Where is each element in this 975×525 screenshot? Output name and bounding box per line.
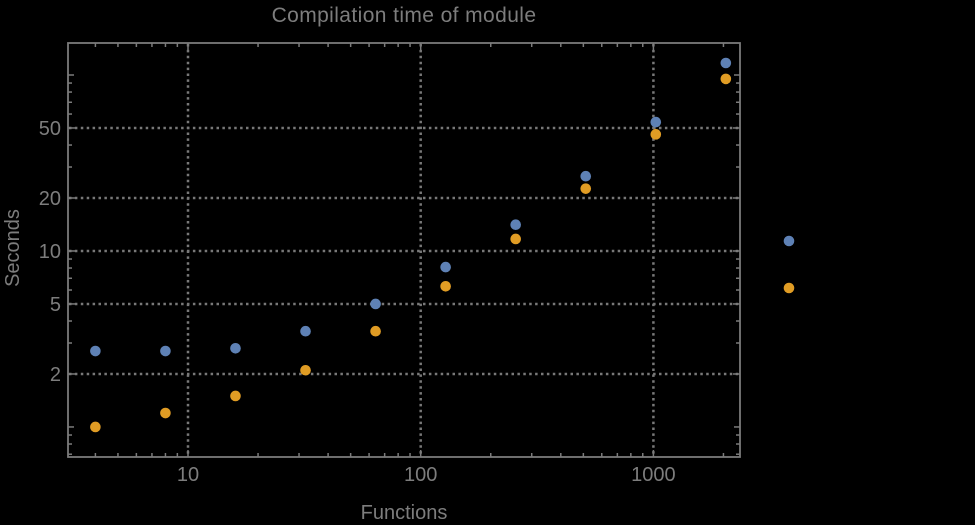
blue-series-marker [783,235,795,247]
axis-ticks [68,43,740,457]
data-point-orange [580,183,592,194]
y-tick-label: 5 [50,294,61,316]
data-point-blue [580,170,592,182]
data-point-blue [650,116,662,128]
data-point-orange [370,325,381,337]
data-point-orange [300,364,311,376]
tick-labels: 10 100 1000 2 5 10 20 50 [39,118,676,486]
data-point-blue [300,325,311,337]
gridlines [69,44,739,456]
x-tick-label: 10 [177,464,199,486]
y-tick-label: 20 [39,188,61,210]
y-tick-label: 50 [39,118,61,140]
series-blue [90,57,732,357]
data-point-blue [90,345,101,357]
data-point-orange [160,407,171,419]
data-point-orange [650,129,662,140]
data-point-orange [230,390,241,402]
plot-frame [67,42,741,458]
data-point-blue [440,261,451,273]
x-axis-label: Functions [360,502,448,524]
x-tick-label: 1000 [631,464,676,486]
plot-title: Compilation time of module [271,4,537,27]
y-tick-label: 10 [39,241,61,263]
x-tick-label: 100 [404,464,437,486]
legend-markers [783,235,795,294]
data-point-blue [160,345,171,357]
data-point-orange [90,421,101,433]
series-orange [90,73,732,433]
data-point-blue [720,57,732,69]
y-tick-label: 2 [50,364,61,386]
data-point-blue [370,298,381,310]
data-point-blue [230,342,241,354]
data-point-orange [510,233,521,245]
data-point-orange [440,280,451,292]
orange-series-marker [783,282,795,294]
data-point-orange [720,73,732,85]
data-point-blue [510,219,521,231]
